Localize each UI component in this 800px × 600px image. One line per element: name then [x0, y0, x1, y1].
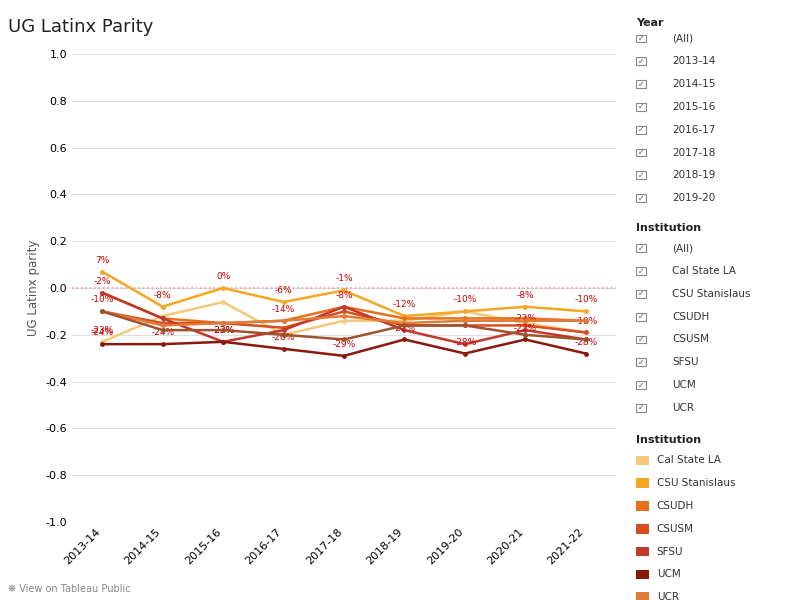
Text: -19%: -19% — [574, 317, 598, 326]
Text: -23%: -23% — [211, 326, 234, 335]
Y-axis label: UG Latinx parity: UG Latinx parity — [27, 240, 40, 336]
Text: ✓: ✓ — [638, 403, 644, 412]
Text: -24%: -24% — [90, 328, 114, 337]
Text: ❋ View on Tableau Public: ❋ View on Tableau Public — [8, 584, 130, 594]
Text: -10%: -10% — [90, 295, 114, 304]
Text: Cal State LA: Cal State LA — [672, 266, 736, 276]
Text: 2016-17: 2016-17 — [672, 125, 715, 135]
Text: CSUDH: CSUDH — [657, 501, 694, 511]
Text: -26%: -26% — [272, 333, 295, 342]
Text: 2019-20: 2019-20 — [672, 193, 715, 203]
Text: 2013-14: 2013-14 — [672, 56, 715, 67]
Text: (All): (All) — [672, 243, 693, 253]
Text: ✓: ✓ — [638, 57, 644, 66]
Text: ✓: ✓ — [638, 171, 644, 180]
Text: ✓: ✓ — [638, 335, 644, 344]
Text: -22%: -22% — [514, 314, 537, 323]
Text: 7%: 7% — [95, 256, 110, 265]
Text: Institution: Institution — [636, 223, 701, 233]
Text: ✓: ✓ — [638, 312, 644, 321]
Text: Cal State LA: Cal State LA — [657, 455, 721, 466]
Text: ✓: ✓ — [638, 244, 644, 253]
Text: -22%: -22% — [514, 323, 537, 332]
Text: CSUSM: CSUSM — [657, 524, 694, 534]
Text: UCR: UCR — [657, 592, 679, 600]
Text: -12%: -12% — [393, 300, 416, 309]
Text: ✓: ✓ — [638, 125, 644, 134]
Text: CSU Stanislaus: CSU Stanislaus — [672, 289, 750, 299]
Text: -1%: -1% — [335, 274, 353, 283]
Text: UCM: UCM — [657, 569, 681, 580]
Text: ✓: ✓ — [638, 103, 644, 112]
Text: -22%: -22% — [393, 323, 416, 332]
Text: UCR: UCR — [672, 403, 694, 413]
Text: 2014-15: 2014-15 — [672, 79, 715, 89]
Text: -10%: -10% — [574, 295, 598, 304]
Text: -14%: -14% — [272, 305, 295, 314]
Text: CSUDH: CSUDH — [672, 311, 710, 322]
Text: Year: Year — [636, 18, 663, 28]
Text: -24%: -24% — [151, 328, 174, 337]
Text: -8%: -8% — [335, 291, 353, 300]
Text: UCM: UCM — [672, 380, 696, 390]
Text: 0%: 0% — [216, 272, 230, 281]
Text: -8%: -8% — [154, 291, 171, 300]
Text: -6%: -6% — [274, 286, 292, 295]
Text: -23%: -23% — [90, 326, 114, 335]
Text: -8%: -8% — [517, 291, 534, 300]
Text: 2018-19: 2018-19 — [672, 170, 715, 181]
Text: SFSU: SFSU — [672, 357, 698, 367]
Text: Institution: Institution — [636, 435, 701, 445]
Text: (All): (All) — [672, 34, 693, 44]
Text: ✓: ✓ — [638, 194, 644, 203]
Text: -2%: -2% — [94, 277, 111, 286]
Text: ✓: ✓ — [638, 34, 644, 43]
Text: 2017-18: 2017-18 — [672, 148, 715, 158]
Text: -28%: -28% — [574, 338, 598, 347]
Text: -29%: -29% — [332, 340, 356, 349]
Text: -23%: -23% — [211, 326, 234, 335]
Text: ✓: ✓ — [638, 358, 644, 367]
Text: SFSU: SFSU — [657, 547, 683, 557]
Text: -28%: -28% — [454, 338, 477, 347]
Text: ✓: ✓ — [638, 380, 644, 389]
Text: CSU Stanislaus: CSU Stanislaus — [657, 478, 735, 488]
Text: ✓: ✓ — [638, 80, 644, 89]
Text: UG Latinx Parity: UG Latinx Parity — [8, 18, 154, 36]
Text: ✓: ✓ — [638, 266, 644, 275]
Text: 2015-16: 2015-16 — [672, 102, 715, 112]
Text: -10%: -10% — [454, 295, 477, 304]
Text: ✓: ✓ — [638, 289, 644, 298]
Text: CSUSM: CSUSM — [672, 334, 709, 344]
Text: ✓: ✓ — [638, 148, 644, 157]
